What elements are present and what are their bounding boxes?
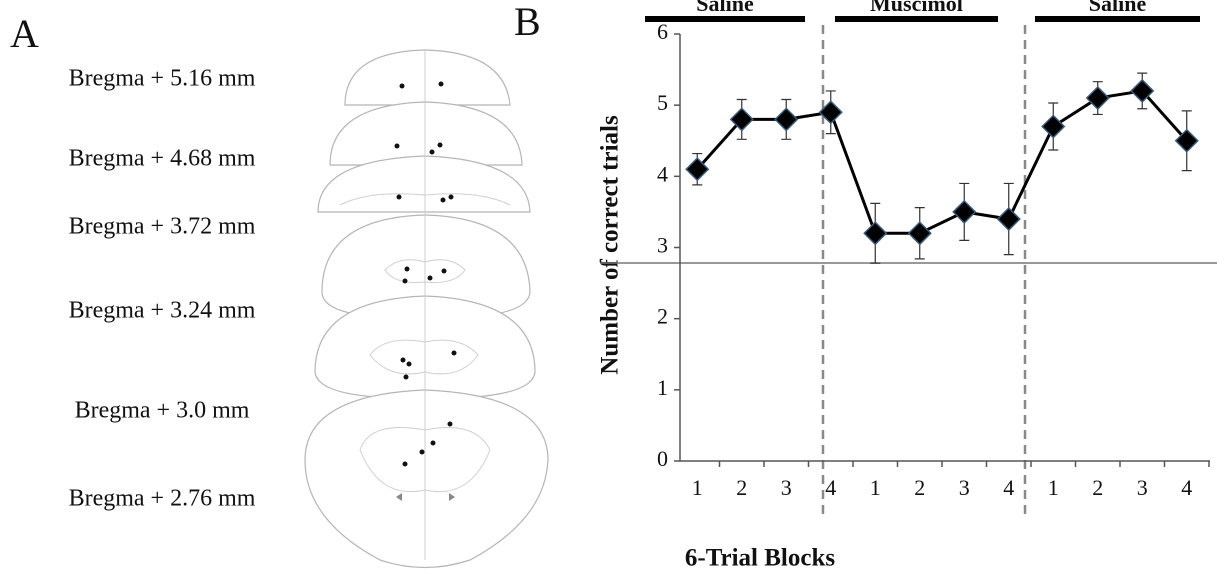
- y-tick-label: 1: [657, 375, 668, 400]
- section-label: Bregma + 3.72 mm: [69, 214, 256, 240]
- x-tick-label: 1: [1048, 475, 1059, 500]
- y-tick-label: 4: [657, 161, 668, 186]
- x-tick-label: 1: [692, 475, 703, 500]
- x-tick-label: 1: [870, 475, 881, 500]
- x-tick-label: 3: [959, 475, 970, 500]
- x-tick-label: 2: [914, 475, 925, 500]
- group-label: Muscimol: [870, 0, 963, 16]
- marker: [909, 222, 931, 244]
- x-tick-label: 4: [825, 475, 836, 500]
- section-label: Bregma + 5.16 mm: [69, 66, 256, 92]
- y-tick-label: 5: [657, 90, 668, 115]
- marker: [1087, 87, 1109, 109]
- x-tick-label: 3: [781, 475, 792, 500]
- group-label: Saline: [1089, 0, 1147, 16]
- section-label: Bregma + 3.24 mm: [69, 298, 256, 324]
- panel-label: A: [10, 11, 39, 56]
- group-bar: [1035, 16, 1200, 22]
- y-tick-label: 6: [657, 19, 668, 44]
- marker: [864, 222, 886, 244]
- group-bar: [645, 16, 805, 22]
- brain-sections: [305, 50, 548, 568]
- panel-label: B: [514, 0, 541, 44]
- marker: [1042, 116, 1064, 138]
- section-label: Bregma + 2.76 mm: [69, 486, 256, 512]
- y-tick-label: 0: [657, 446, 668, 471]
- marker: [953, 201, 975, 223]
- x-tick-label: 2: [1092, 475, 1103, 500]
- group-label: Saline: [696, 0, 754, 16]
- marker: [998, 208, 1020, 230]
- data-line: [697, 91, 1187, 233]
- y-tick-label: 3: [657, 233, 668, 258]
- x-axis-title: 6-Trial Blocks: [685, 545, 836, 572]
- x-tick-label: 4: [1003, 475, 1014, 500]
- figure: A Bregma + 5.16 mm Bregma + 4.68 mm Breg…: [0, 0, 1217, 577]
- x-tick-label: 3: [1137, 475, 1148, 500]
- section-label: Bregma + 3.0 mm: [75, 398, 250, 424]
- y-tick-label: 2: [657, 304, 668, 329]
- y-axis-title: Number of correct trials: [597, 115, 624, 375]
- x-tick-label: 4: [1181, 475, 1192, 500]
- section-label: Bregma + 4.68 mm: [69, 146, 256, 172]
- x-tick-label: 2: [736, 475, 747, 500]
- group-bar: [835, 16, 998, 22]
- marker: [775, 108, 797, 130]
